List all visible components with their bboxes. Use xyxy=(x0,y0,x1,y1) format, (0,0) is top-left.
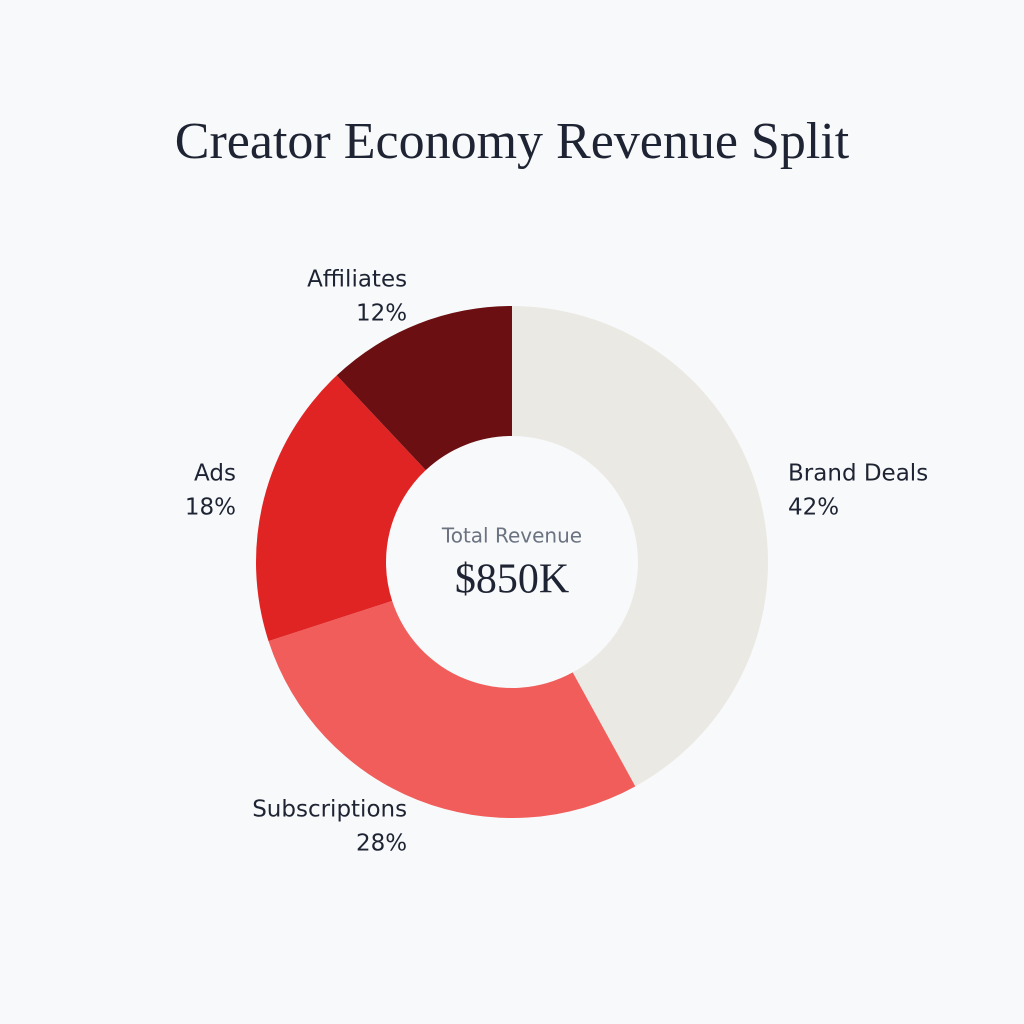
slice-label: Affiliates xyxy=(307,267,407,293)
slice-value-label: 18% xyxy=(185,495,236,521)
donut-slice xyxy=(512,306,768,787)
donut-slice xyxy=(256,375,426,642)
center-value: $850K xyxy=(455,557,569,603)
center-label: Total Revenue xyxy=(441,524,582,548)
slice-label: Brand Deals xyxy=(788,461,928,487)
slice-label: Subscriptions xyxy=(252,796,407,822)
donut xyxy=(256,306,768,818)
slice-value-label: 42% xyxy=(788,495,839,521)
slice-value-label: 28% xyxy=(356,830,407,856)
donut-slice xyxy=(268,600,636,818)
chart-title: Creator Economy Revenue Split xyxy=(175,113,850,170)
slice-label: Ads xyxy=(194,461,236,487)
slice-value-label: 12% xyxy=(356,301,407,327)
donut-slice xyxy=(336,306,512,471)
